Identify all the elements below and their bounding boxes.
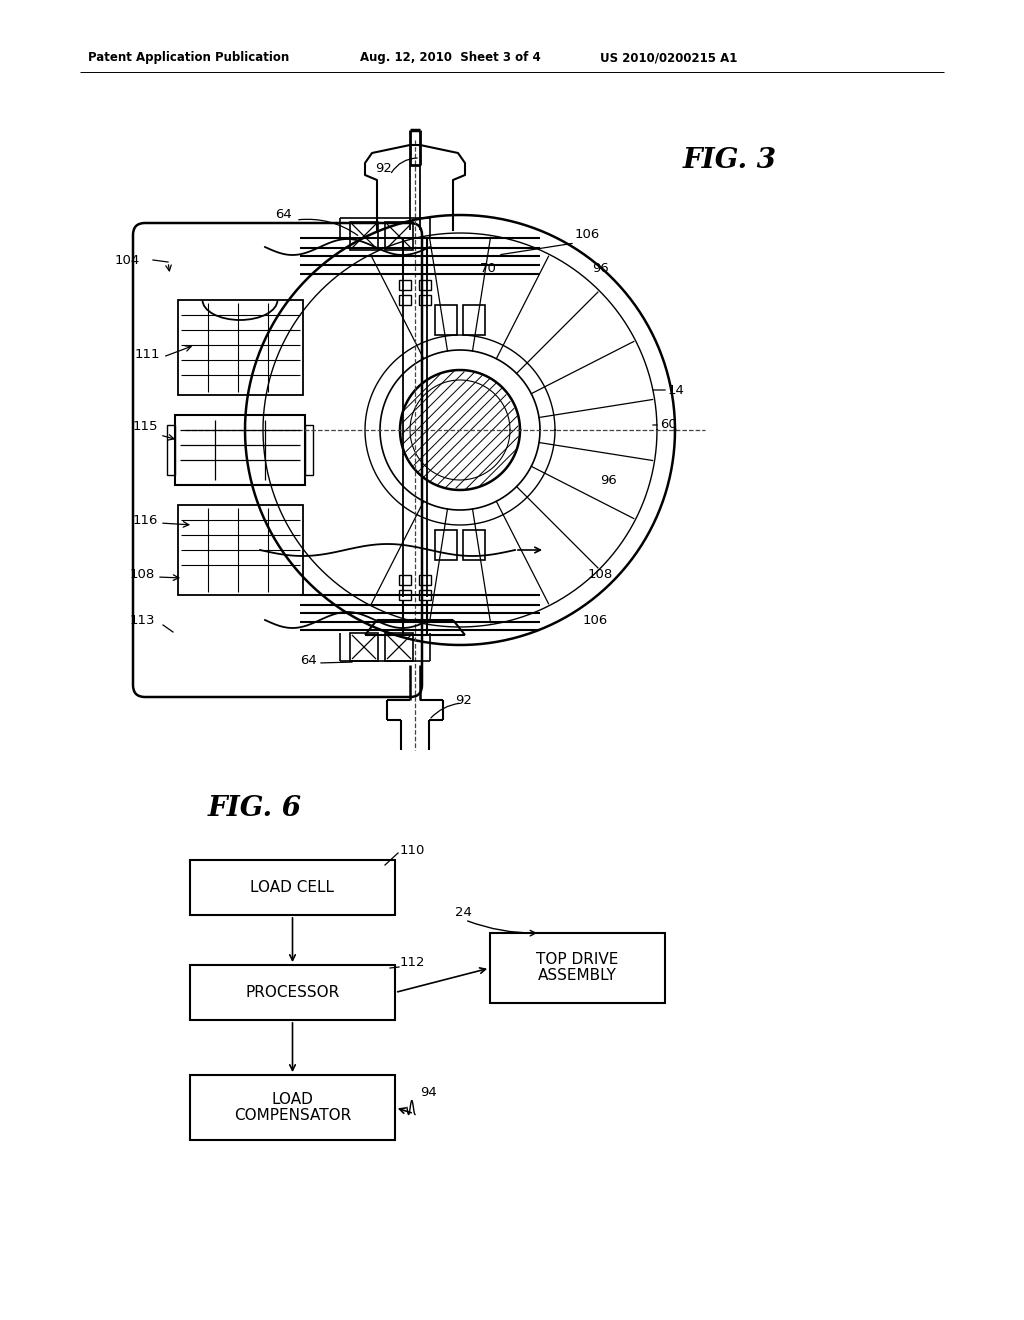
Bar bbox=[399, 280, 411, 290]
Bar bbox=[350, 634, 378, 661]
Bar bbox=[463, 531, 485, 560]
Bar bbox=[399, 576, 411, 585]
Text: LOAD: LOAD bbox=[271, 1092, 313, 1107]
Text: Aug. 12, 2010  Sheet 3 of 4: Aug. 12, 2010 Sheet 3 of 4 bbox=[360, 51, 541, 65]
Text: 110: 110 bbox=[400, 843, 425, 857]
Text: PROCESSOR: PROCESSOR bbox=[246, 985, 340, 1001]
Text: 70: 70 bbox=[480, 261, 497, 275]
Text: 106: 106 bbox=[575, 228, 600, 242]
Text: FIG. 6: FIG. 6 bbox=[208, 795, 302, 821]
Bar bbox=[435, 305, 457, 335]
Text: 116: 116 bbox=[133, 513, 159, 527]
Text: 106: 106 bbox=[583, 614, 608, 627]
Bar bbox=[178, 506, 303, 595]
Bar bbox=[167, 425, 175, 475]
Bar bbox=[178, 300, 303, 395]
Text: LOAD CELL: LOAD CELL bbox=[251, 880, 335, 895]
Bar bbox=[419, 576, 431, 585]
Bar bbox=[490, 933, 665, 1003]
Text: US 2010/0200215 A1: US 2010/0200215 A1 bbox=[600, 51, 737, 65]
Text: Patent Application Publication: Patent Application Publication bbox=[88, 51, 289, 65]
Text: 94: 94 bbox=[420, 1085, 437, 1098]
Bar bbox=[463, 305, 485, 335]
Text: 92: 92 bbox=[375, 161, 392, 174]
Bar bbox=[305, 425, 313, 475]
Bar bbox=[435, 531, 457, 560]
Bar bbox=[385, 634, 413, 661]
Bar bbox=[175, 414, 305, 484]
Text: 112: 112 bbox=[400, 956, 426, 969]
Bar bbox=[399, 294, 411, 305]
Bar bbox=[190, 1074, 395, 1140]
Text: 108: 108 bbox=[588, 569, 613, 582]
Text: 96: 96 bbox=[592, 261, 608, 275]
Text: 60: 60 bbox=[660, 418, 677, 432]
Text: 24: 24 bbox=[455, 906, 472, 919]
Text: 92: 92 bbox=[455, 693, 472, 706]
Text: 111: 111 bbox=[135, 348, 161, 362]
Text: 113: 113 bbox=[130, 614, 156, 627]
Text: 108: 108 bbox=[130, 569, 156, 582]
Text: 115: 115 bbox=[133, 421, 159, 433]
Text: TOP DRIVE: TOP DRIVE bbox=[537, 953, 618, 968]
Bar bbox=[419, 280, 431, 290]
Text: ASSEMBLY: ASSEMBLY bbox=[538, 969, 616, 983]
Text: 64: 64 bbox=[300, 653, 316, 667]
Text: 104: 104 bbox=[115, 253, 140, 267]
Bar bbox=[399, 590, 411, 601]
Bar bbox=[385, 222, 413, 249]
Text: COMPENSATOR: COMPENSATOR bbox=[233, 1107, 351, 1123]
Bar bbox=[350, 222, 378, 249]
Text: 14: 14 bbox=[668, 384, 685, 396]
Text: 64: 64 bbox=[275, 209, 292, 222]
Bar bbox=[190, 965, 395, 1020]
Text: 96: 96 bbox=[600, 474, 616, 487]
Bar bbox=[419, 590, 431, 601]
Text: FIG. 3: FIG. 3 bbox=[683, 147, 777, 173]
Bar bbox=[190, 861, 395, 915]
Bar bbox=[419, 294, 431, 305]
